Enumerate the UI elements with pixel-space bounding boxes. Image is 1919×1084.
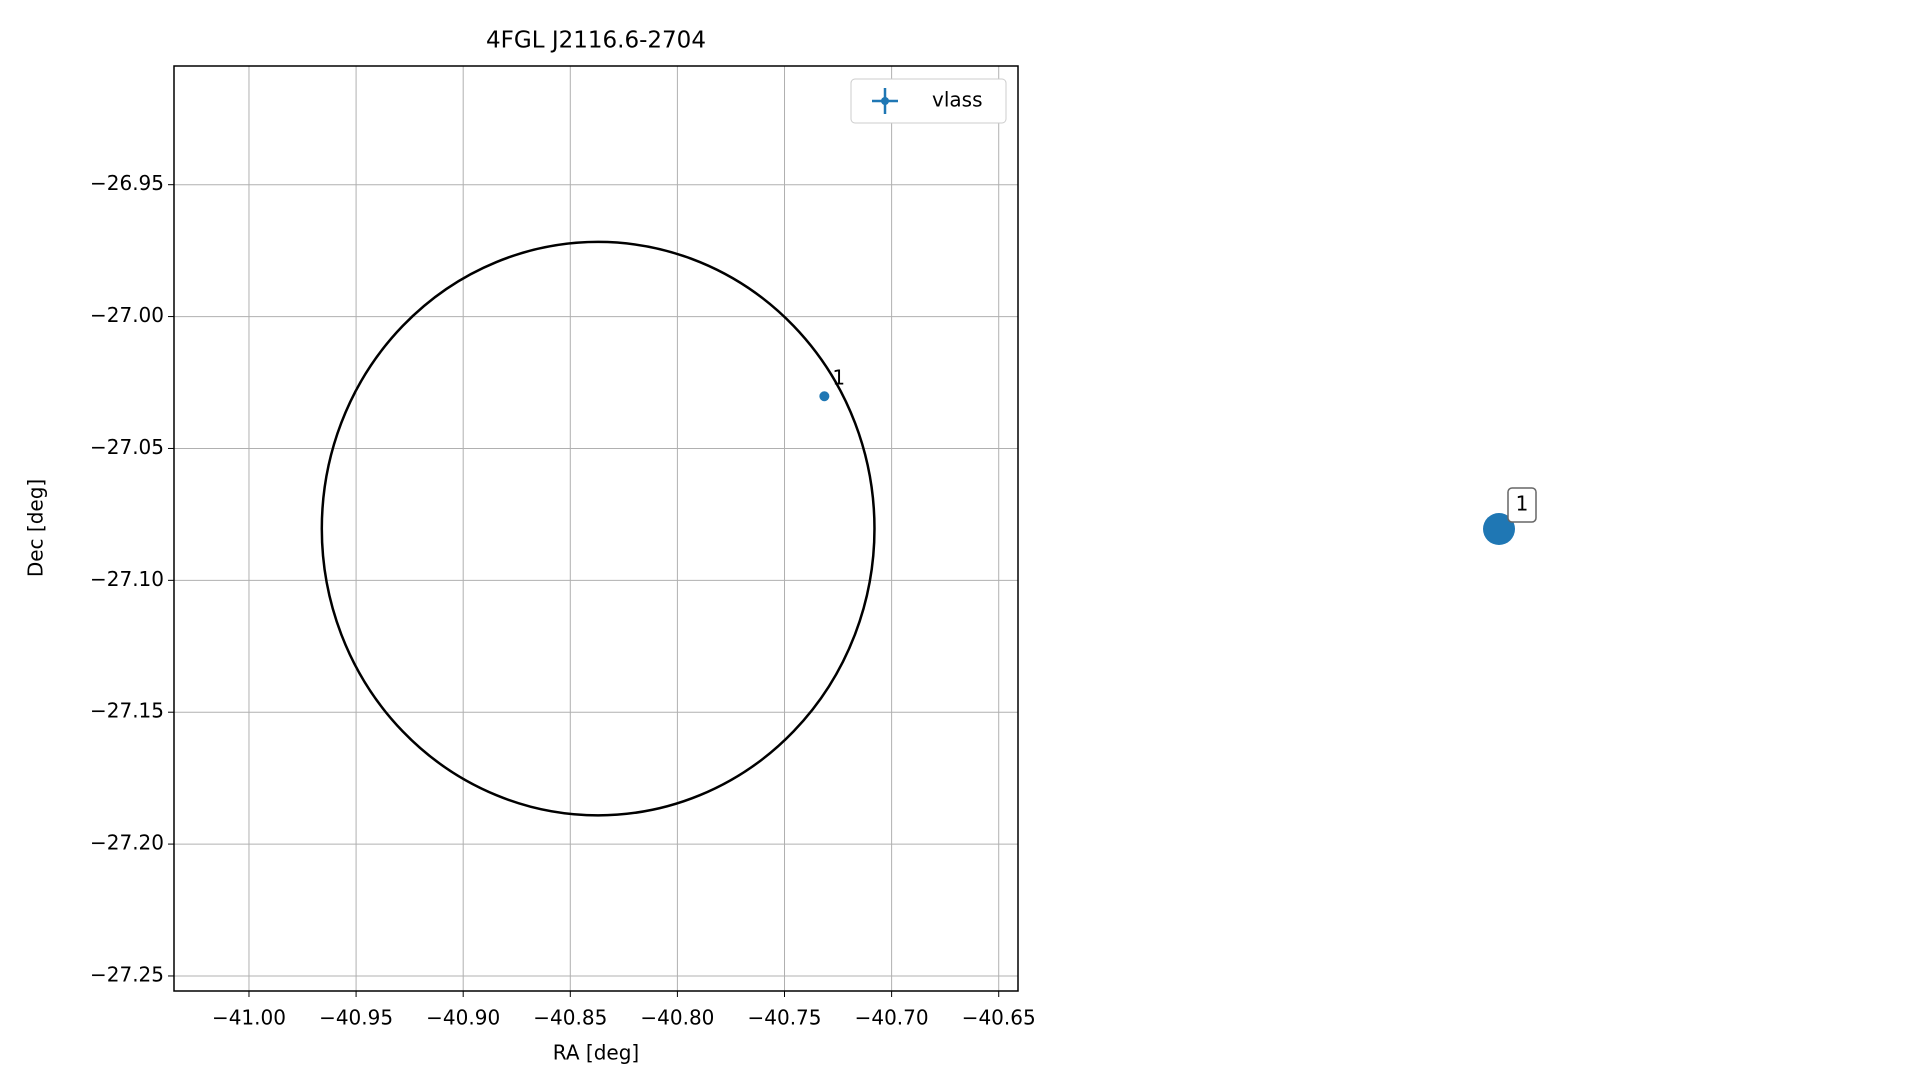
x-axis-label: RA [deg] (553, 1041, 639, 1065)
x-tick-label: −40.95 (319, 1006, 393, 1030)
point (819, 391, 830, 402)
y-tick-label: −27.25 (90, 962, 164, 986)
x-tick-label: −41.00 (212, 1006, 286, 1030)
chart-title: 4FGL J2116.6-2704 (486, 28, 706, 54)
x-tick-label: −40.85 (533, 1006, 607, 1030)
y-axis-label: Dec [deg] (24, 479, 48, 577)
region-ellipse (320, 240, 876, 817)
y-tick-label: −27.15 (90, 699, 164, 723)
legend-label: vlass (932, 88, 983, 112)
x-tick-label: −40.70 (855, 1006, 929, 1030)
legend-marker (881, 97, 889, 105)
y-tick-label: −27.10 (90, 567, 164, 591)
y-tick-label: −26.95 (90, 171, 164, 195)
side-label: 1 (1516, 492, 1529, 516)
x-tick-label: −40.90 (426, 1006, 500, 1030)
y-tick-label: −27.00 (90, 303, 164, 327)
y-tick-label: −27.20 (90, 831, 164, 855)
legend-box (850, 78, 1007, 124)
point-label: 1 (832, 366, 845, 390)
x-tick-label: −40.65 (962, 1006, 1036, 1030)
side-label-box (1507, 487, 1537, 523)
axes-frame (173, 65, 1019, 992)
y-tick-label: −27.05 (90, 435, 164, 459)
x-tick-label: −40.75 (747, 1006, 821, 1030)
x-tick-label: −40.80 (640, 1006, 714, 1030)
side-marker (1483, 513, 1515, 545)
